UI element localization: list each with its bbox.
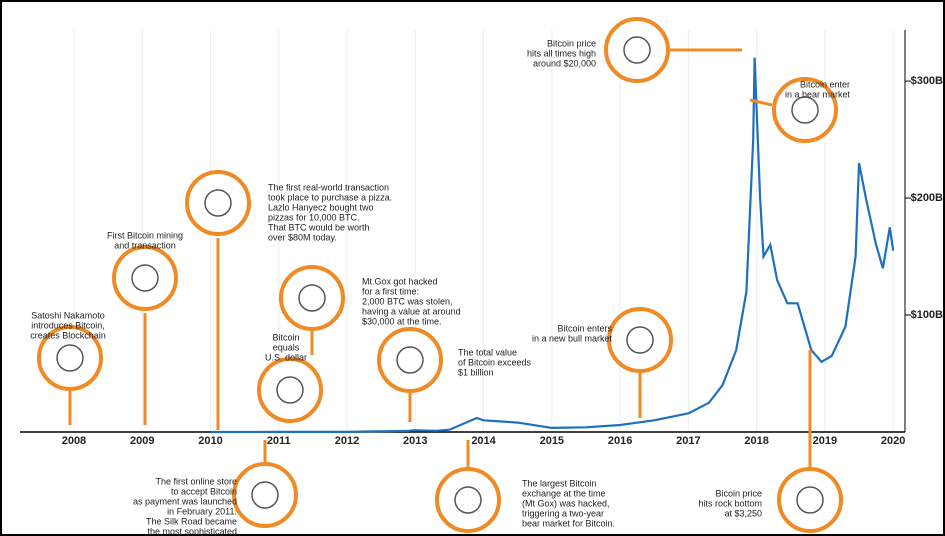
annotation-text: Satoshi Nakamoto	[31, 310, 105, 320]
x-tick-label: 2020	[881, 435, 905, 447]
y-tick-label: $100B	[911, 309, 943, 321]
annotation-text: took place to purchase a pizza.	[268, 192, 392, 202]
annotation-text: 2,000 BTC was stolen,	[362, 296, 453, 306]
annotation-text: hits rock bottom	[698, 498, 762, 508]
annotation-circle	[234, 464, 296, 526]
annotation-circle	[187, 172, 249, 234]
x-tick-label: 2015	[540, 435, 564, 447]
annotation-circle	[606, 19, 668, 81]
annotation-text: $1 billion	[458, 367, 494, 377]
annotation-text: The first real-world transaction	[268, 182, 389, 192]
x-tick-label: 2019	[813, 435, 837, 447]
annotation-text: (Mt Gox) was hacked,	[522, 498, 610, 508]
y-tick-label: $200B	[911, 192, 943, 204]
annotation-text: Lazlo Hanyecz bought two	[268, 202, 374, 212]
x-tick-label: 2010	[198, 435, 222, 447]
annotation-text: over $80M today.	[268, 232, 337, 242]
annotation-text: Bitcoin enter	[800, 79, 850, 89]
annotation-text: Bicoin price	[715, 488, 762, 498]
annotation-text: $30,000 at the time.	[362, 316, 442, 326]
annotation-text: as payment was launched	[133, 496, 237, 506]
annotation-text: in a new bull market	[532, 333, 613, 343]
x-tick-label: 2012	[335, 435, 359, 447]
x-tick-label: 2008	[62, 435, 86, 447]
annotation-text: Bitcoin price	[547, 38, 596, 48]
annotation-circle	[114, 247, 176, 309]
annotation-text: The first online store	[155, 476, 237, 486]
annotation-circle	[379, 329, 441, 391]
annotation-text: The total value	[458, 347, 517, 357]
x-tick-label: 2018	[744, 435, 768, 447]
annotation-text: exchange at the time	[522, 488, 606, 498]
annotation-text: Bitcoin	[272, 332, 299, 342]
x-tick-label: 2014	[471, 435, 496, 447]
annotation-circle	[281, 267, 343, 329]
annotation-text: the most sophisticated	[147, 526, 237, 536]
annotation-text: around $20,000	[533, 58, 596, 68]
y-tick-label: $300B	[911, 75, 943, 87]
chart: 2008 2009 2010 2011 2012 2013 2014 2015 2016 2017…	[0, 0, 945, 536]
annotation-text: creates Blockchain	[30, 330, 106, 340]
annotation-text: and transaction	[114, 240, 176, 250]
annotation-text: in a bear market	[785, 89, 851, 99]
x-tick-label: 2011	[267, 435, 291, 447]
annotation-text: of Bitcoin exceeds	[458, 357, 532, 367]
annotation-circle	[779, 469, 841, 531]
annotation-text: First Bitcoin mining	[107, 230, 183, 240]
x-tick-label: 2009	[130, 435, 154, 447]
annotation-text: That BTC would be worth	[268, 222, 370, 232]
annotation-text: The Silk Road became	[146, 516, 237, 526]
annotation-text: at $3,250	[724, 508, 762, 518]
annotation-circle	[437, 469, 499, 531]
annotation-text: having a value at around	[362, 306, 461, 316]
x-tick-label: 2016	[608, 435, 632, 447]
annotation-circle	[609, 309, 671, 371]
annotation-text: U.S. dollar	[265, 352, 307, 362]
annotation-text: triggering a two-year	[522, 508, 604, 518]
annotation-text: Mt.Gox got hacked	[362, 276, 438, 286]
annotation-text: equals	[273, 342, 300, 352]
annotation-text: in February 2011.	[167, 506, 237, 516]
annotation-text: to accept Bitcoin	[171, 486, 237, 496]
annotation-text: introduces Bitcoin,	[31, 320, 105, 330]
annotation-circle	[259, 359, 321, 421]
annotation-text: hits all times high	[527, 48, 596, 58]
annotation-text: bear market for Bitcoin.	[522, 518, 615, 528]
annotation-text: for a first time:	[362, 286, 419, 296]
annotation-text: Bitcoin enters	[557, 323, 612, 333]
x-tick-label: 2013	[403, 435, 427, 447]
x-tick-label: 2017	[676, 435, 700, 447]
annotation-text: The largest Bitcoin	[522, 478, 597, 488]
annotation-text: pizzas for 10,000 BTC.	[268, 212, 360, 222]
